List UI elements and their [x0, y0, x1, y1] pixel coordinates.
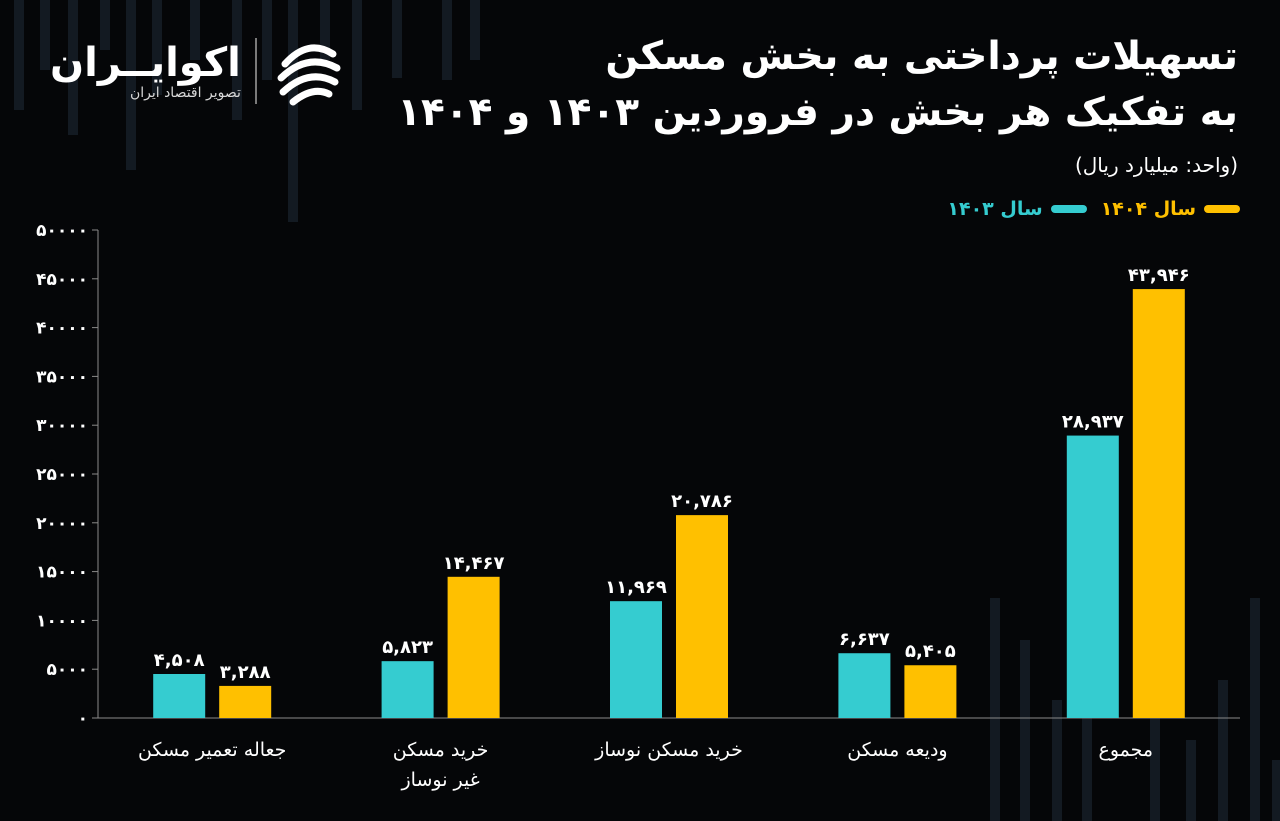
decor-bar: [126, 0, 136, 170]
bar-value-label: ۱۱,۹۶۹: [605, 577, 667, 598]
y-tick-label: ۲۰۰۰۰: [36, 514, 88, 534]
y-tick-label: ۳۵۰۰۰: [36, 367, 88, 387]
bar-1404: [219, 685, 272, 718]
legend-label-1403: سال ۱۴۰۳: [947, 198, 1043, 220]
legend-label-1404: سال ۱۴۰۴: [1100, 198, 1196, 220]
bar-value-label: ۲۰,۷۸۶: [671, 491, 733, 512]
y-tick-label: ۴۰۰۰۰: [36, 319, 88, 339]
bar-1404: [676, 515, 728, 718]
bar-value-label: ۵,۸۲۳: [382, 637, 433, 658]
legend-item-1404: سال ۱۴۰۴: [1101, 198, 1240, 220]
bar-1404: [904, 665, 957, 718]
decor-bar: [1272, 760, 1280, 821]
x-category-label: خرید مسکن: [393, 739, 489, 761]
legend: سال ۱۴۰۴ سال ۱۴۰۳: [947, 198, 1240, 220]
decor-bar: [1150, 690, 1160, 821]
decor-bar: [1052, 700, 1062, 821]
decor-bar: [1186, 740, 1196, 821]
bar-1403: [1066, 435, 1119, 718]
chart-title-line-1: تسهیلات پرداختی به بخش مسکن: [605, 34, 1238, 79]
logo-text: اکوایــران تصویر اقتصاد ایران: [50, 41, 241, 101]
logo: اکوایــران تصویر اقتصاد ایران: [50, 34, 345, 108]
decor-bar: [990, 598, 1000, 821]
bar-1403: [153, 674, 206, 718]
decor-bar: [1250, 598, 1260, 821]
x-category-label: ودیعه مسکن: [847, 739, 947, 761]
x-category-label: مجموع: [1099, 739, 1154, 761]
decor-bar: [442, 0, 452, 80]
decor-bar: [320, 0, 330, 60]
bar-1403: [610, 601, 662, 718]
y-tick-label: ۰: [78, 709, 88, 729]
bar-value-label: ۶,۶۳۷: [839, 629, 890, 650]
decor-bar: [1218, 680, 1228, 821]
decor-bar: [288, 0, 298, 222]
decor-bar: [1020, 640, 1030, 821]
y-tick-label: ۱۵۰۰۰: [36, 563, 88, 583]
y-tick-label: ۳۰۰۰۰: [36, 416, 88, 436]
bar-value-label: ۴,۵۰۸: [154, 650, 205, 671]
logo-tagline: تصویر اقتصاد ایران: [129, 85, 241, 101]
y-tick-label: ۲۵۰۰۰: [36, 465, 88, 485]
ecoiran-logo-icon: [277, 44, 341, 106]
decor-bar: [392, 0, 402, 78]
bar-1404: [1132, 289, 1185, 718]
logo-divider: [254, 38, 257, 104]
y-tick-label: ۵۰۰۰: [46, 660, 88, 680]
bar-value-label: ۴۳,۹۴۶: [1128, 265, 1190, 286]
bar-value-label: ۳,۲۸۸: [220, 662, 271, 683]
x-category-label: خرید مسکن نوساز: [594, 739, 743, 761]
y-tick-label: ۴۵۰۰۰: [36, 270, 88, 290]
decor-bar: [470, 0, 480, 60]
decor-bar: [190, 0, 200, 60]
logo-name: اکوایــران: [50, 40, 241, 86]
chart-title-line-2: به تفکیک هر بخش در فروردین ۱۴۰۳ و ۱۴۰۴: [397, 90, 1238, 135]
bar-value-label: ۵,۴۰۵: [905, 641, 956, 662]
bar-1403: [838, 653, 891, 718]
bar-1403: [381, 661, 434, 718]
legend-item-1403: سال ۱۴۰۳: [947, 198, 1087, 220]
x-category-label: غیر نوساز: [401, 769, 480, 791]
bar-value-label: ۲۸,۹۳۷: [1062, 412, 1124, 433]
decor-bar: [14, 0, 24, 110]
decor-bar: [1082, 690, 1092, 821]
decor-bar: [100, 0, 110, 50]
legend-swatch-1404: [1204, 205, 1240, 213]
bar-1404: [447, 576, 500, 718]
decor-bar: [68, 0, 78, 135]
decor-bar: [352, 0, 362, 110]
decor-bar: [40, 0, 50, 70]
unit-label: (واحد: میلیارد ریال): [1074, 153, 1238, 177]
bar-value-label: ۱۴,۴۶۷: [443, 553, 505, 574]
legend-swatch-1403: [1050, 205, 1087, 213]
decor-bar: [262, 0, 272, 80]
y-tick-label: ۱۰۰۰۰: [36, 611, 88, 631]
x-category-label: جعاله تعمیر مسکن: [138, 739, 287, 761]
decor-bar: [232, 0, 242, 120]
decor-bar: [152, 0, 162, 95]
y-tick-label: ۵۰۰۰۰: [36, 221, 88, 241]
